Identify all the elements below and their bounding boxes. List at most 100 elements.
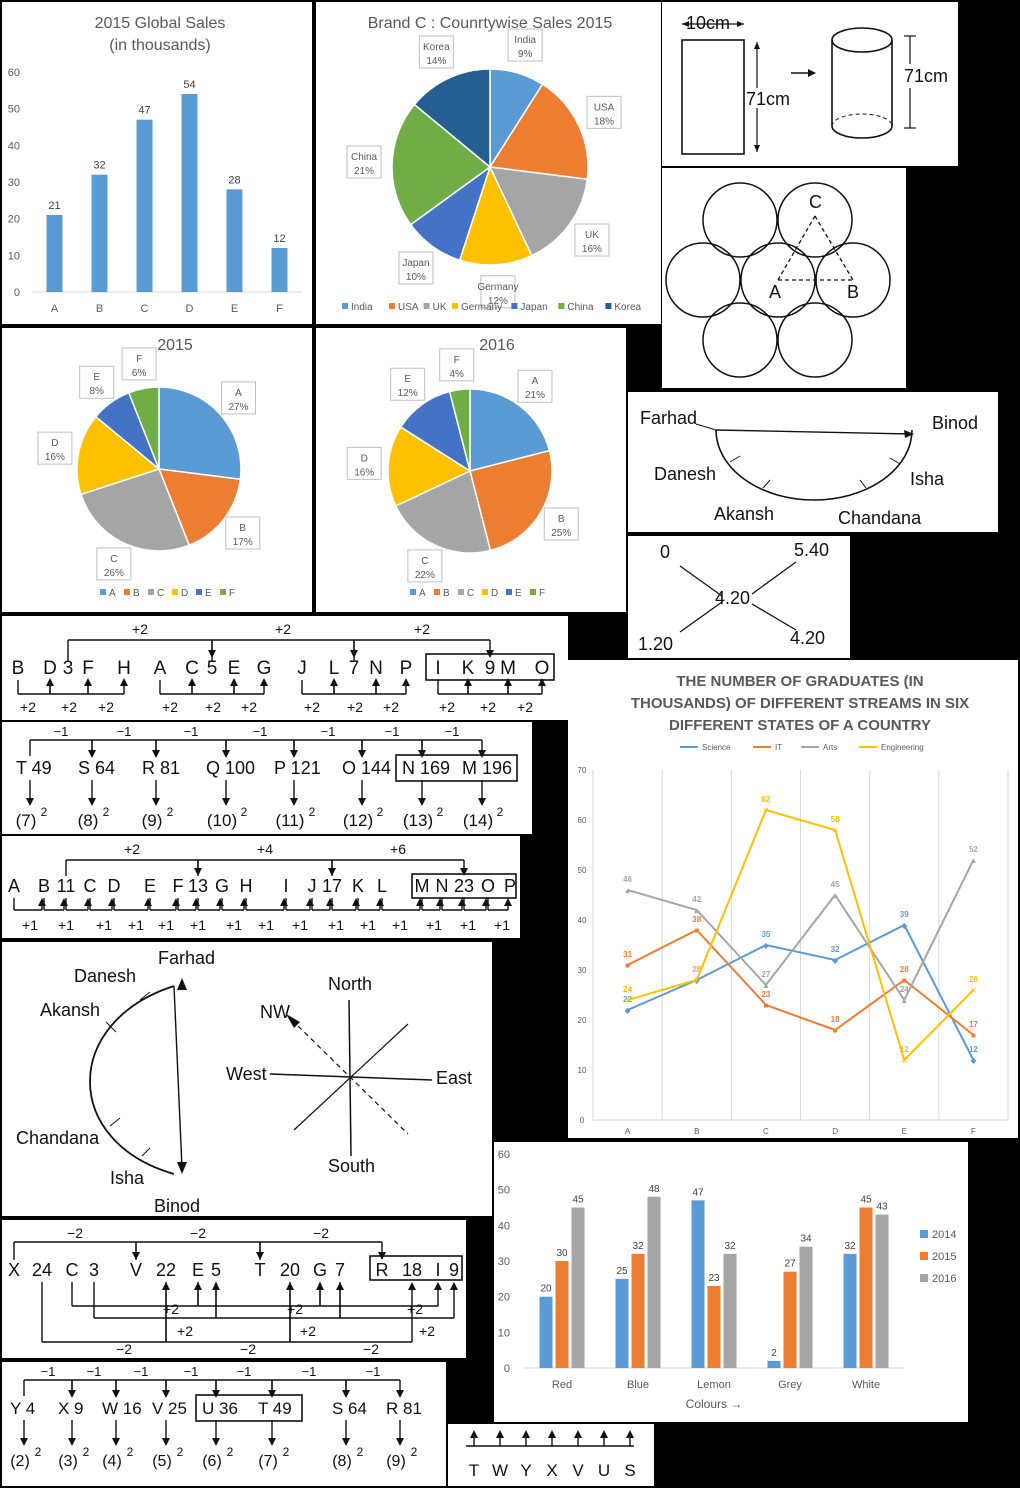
arrow-head bbox=[460, 868, 468, 876]
square-base: (8) bbox=[78, 811, 99, 830]
series-term: R 81 bbox=[142, 758, 180, 778]
decrement-label: −1 bbox=[445, 724, 460, 739]
global-sales-bar-chart: 2015 Global Sales (in thousands) 0 10 20 30… bbox=[8, 15, 302, 315]
pie-slice bbox=[157, 468, 242, 547]
legend-swatch bbox=[511, 303, 518, 309]
data-callout-box bbox=[439, 348, 475, 382]
legend-label: India bbox=[351, 302, 373, 313]
legend-label: A bbox=[109, 588, 116, 599]
decrement-label: −1 bbox=[184, 1364, 199, 1379]
arrow-head bbox=[434, 1282, 442, 1290]
data-point: ✕ bbox=[970, 986, 977, 995]
x-tick-label: D bbox=[186, 303, 194, 315]
square-base: (10) bbox=[207, 811, 237, 830]
decrement-label: −1 bbox=[134, 1364, 149, 1379]
chart-title-line3: DIFFERENT STATES OF A COUNTRY bbox=[669, 717, 931, 734]
arrow-head bbox=[108, 898, 116, 906]
data-label: 45 bbox=[572, 1195, 584, 1206]
legend-label: 2015 bbox=[932, 1251, 956, 1263]
series-term: 18 bbox=[402, 1260, 422, 1280]
y-tick-label: 60 bbox=[498, 1149, 510, 1161]
increment-label: +2 bbox=[205, 699, 221, 715]
exponent: 2 bbox=[227, 1445, 234, 1459]
series-term: K bbox=[352, 876, 364, 896]
legend-swatch bbox=[530, 589, 536, 595]
arrow-head bbox=[482, 898, 490, 906]
exponent: 2 bbox=[35, 1445, 42, 1459]
series-term: 5 bbox=[211, 1260, 221, 1280]
legend-label: China bbox=[567, 302, 594, 313]
x-tick-label: C bbox=[763, 1127, 769, 1136]
slice-value: 6% bbox=[132, 368, 147, 379]
arrow-head bbox=[290, 798, 298, 806]
data-callout-box bbox=[543, 507, 579, 541]
legend-swatch bbox=[482, 589, 488, 595]
chart-title-line1: 2015 Global Sales bbox=[95, 15, 226, 32]
arrow-head bbox=[396, 1390, 404, 1398]
slice-value: 12% bbox=[488, 296, 508, 307]
arrow-head bbox=[240, 898, 248, 906]
circles-figure: C A B bbox=[662, 168, 906, 388]
data-point: ▲ bbox=[831, 891, 839, 900]
exponent: 2 bbox=[437, 805, 444, 819]
arrow-head bbox=[20, 1438, 28, 1446]
arrow-head bbox=[478, 798, 486, 806]
bar bbox=[767, 1360, 781, 1368]
slice-label: D bbox=[51, 438, 58, 449]
y-tick-label: 40 bbox=[498, 1220, 510, 1232]
decrement-label: −2 bbox=[313, 1225, 329, 1241]
y-tick-label: 40 bbox=[578, 916, 587, 925]
data-label: 39 bbox=[900, 910, 909, 919]
decrement-label: −1 bbox=[302, 1364, 317, 1379]
colours-bar-panel: 0 10 20 30 40 50 60 20 30 45 Red 25 32 48 Blue 47 23 32 Le… bbox=[494, 1142, 968, 1422]
series-term: L bbox=[329, 658, 340, 679]
data-label: 28 bbox=[900, 965, 909, 974]
data-point: ✕ bbox=[763, 806, 770, 815]
x-tick-label: F bbox=[971, 1127, 976, 1136]
colours-bar-chart: 0 10 20 30 40 50 60 20 30 45 Red 25 32 48 Blue 47 23 32 Le… bbox=[498, 1149, 957, 1411]
y-tick-label: 0 bbox=[504, 1363, 510, 1375]
arrow-head bbox=[470, 1430, 478, 1438]
arrow-head bbox=[408, 1282, 416, 1290]
data-callout-box bbox=[407, 549, 443, 583]
increment-label: +2 bbox=[414, 621, 430, 637]
slice-label: UK bbox=[585, 230, 599, 241]
arrow-head bbox=[68, 1438, 76, 1446]
data-callout-box bbox=[390, 367, 426, 401]
series-term: R bbox=[376, 1260, 389, 1280]
paper-sheet bbox=[681, 39, 745, 155]
increment-label: +2 bbox=[275, 621, 291, 637]
data-label: 24 bbox=[623, 985, 632, 994]
data-label: 2 bbox=[771, 1348, 777, 1359]
exponent: 2 bbox=[127, 1445, 134, 1459]
decrement-label: −2 bbox=[363, 1341, 379, 1357]
pie-slice bbox=[76, 415, 161, 496]
arrow-head bbox=[626, 1430, 634, 1438]
increment-label: +1 bbox=[58, 917, 74, 933]
series-term: N 169 bbox=[402, 758, 450, 778]
name-farhad: Farhad bbox=[158, 948, 215, 968]
arrow-head bbox=[548, 1430, 556, 1438]
slice-label: F bbox=[136, 354, 142, 365]
series-term: M bbox=[415, 876, 430, 896]
chart-title: Brand C : Counrtywise Sales 2015 bbox=[368, 15, 613, 32]
x-tick-label: B bbox=[96, 303, 103, 315]
increment-label: +2 bbox=[439, 699, 455, 715]
number-cross-figure: 0 5.40 4.20 1.20 4.20 bbox=[628, 536, 850, 658]
slice-value: 18% bbox=[594, 116, 614, 127]
name-chandana: Chandana bbox=[838, 508, 922, 528]
square-base: (9) bbox=[386, 1453, 406, 1470]
decrement-label: −2 bbox=[190, 1225, 206, 1241]
slice-value: 25% bbox=[551, 528, 571, 539]
series-term: X 9 bbox=[58, 1399, 84, 1418]
cylinder-figure: 10cm 71cm 71cm bbox=[662, 2, 958, 166]
slice-value: 21% bbox=[525, 390, 545, 401]
exponent: 2 bbox=[357, 1445, 364, 1459]
series-term: C bbox=[84, 876, 97, 896]
increment-label: +1 bbox=[460, 917, 476, 933]
name-isha: Isha bbox=[110, 1168, 145, 1188]
legend-swatch bbox=[410, 589, 416, 595]
pie-slice bbox=[488, 166, 589, 257]
legend-swatch bbox=[506, 589, 512, 595]
label-a: A bbox=[769, 282, 781, 302]
